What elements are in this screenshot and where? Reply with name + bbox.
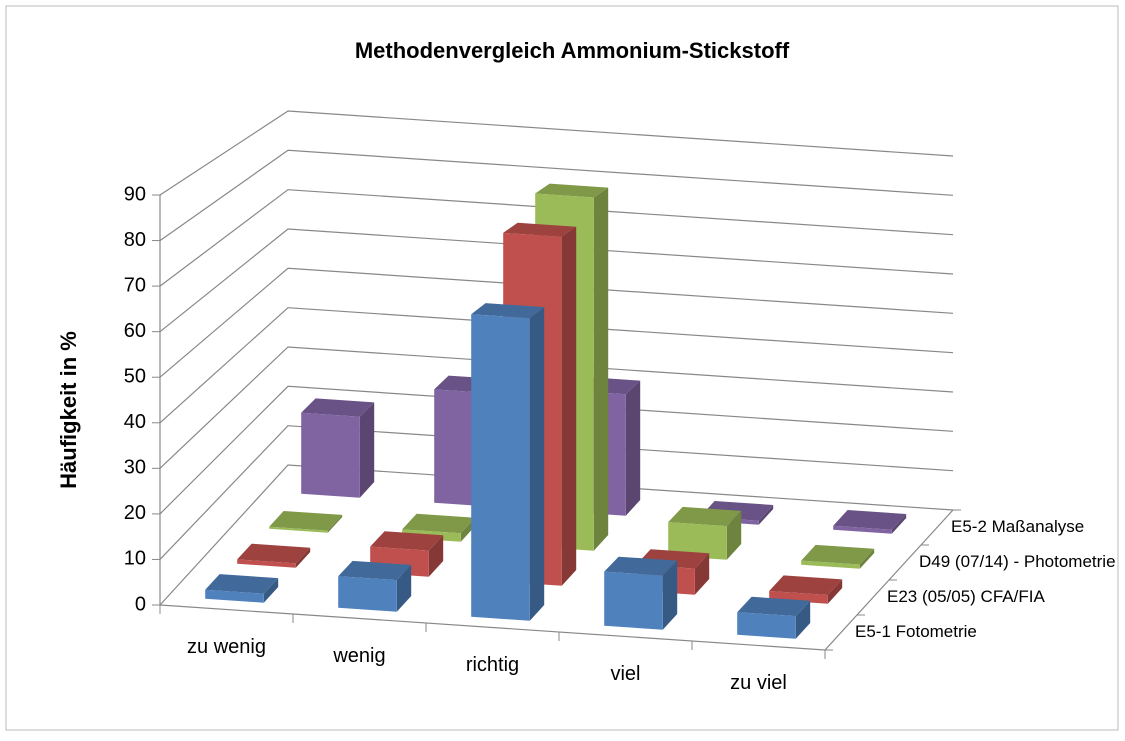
bar-top (503, 222, 577, 237)
bar (269, 511, 343, 533)
grid-line (159, 425, 954, 560)
bar-front (604, 571, 663, 630)
bar (668, 506, 742, 560)
series-label: D49 (07/14) - Photometrie (919, 552, 1116, 571)
bar-top (301, 398, 375, 417)
bar-top (737, 596, 811, 617)
bar-top (769, 575, 843, 595)
bar-front (668, 522, 727, 560)
y-tick-label: 0 (135, 593, 146, 615)
bar-side (827, 579, 843, 604)
bar-side (396, 564, 412, 612)
grid-line (159, 346, 954, 469)
bar (801, 544, 875, 569)
y-tick-label: 10 (124, 548, 146, 570)
y-tick-label: 90 (124, 183, 146, 205)
grid-line (159, 267, 954, 378)
bar-front (801, 560, 860, 569)
chart-title: Methodenvergleich Ammonium-Stickstoff (355, 38, 790, 63)
y-tick-label: 40 (124, 411, 146, 433)
bar (237, 543, 311, 568)
grid-line (159, 228, 954, 333)
grid-line (159, 110, 954, 196)
bar-side (359, 402, 375, 498)
bar-front (205, 589, 264, 603)
bar (737, 596, 811, 639)
bar-front (237, 559, 296, 568)
grid-line (159, 464, 954, 606)
grid-line (159, 385, 954, 515)
bar (370, 531, 444, 577)
x-tick-label: viel (610, 663, 640, 685)
bar (205, 574, 279, 603)
y-tick-label: 60 (124, 320, 146, 342)
bar-side (593, 187, 609, 551)
bar-top (535, 183, 609, 198)
bar (471, 303, 545, 621)
bar-side (859, 548, 875, 569)
bar-side (529, 307, 545, 621)
y-tick-label: 50 (124, 366, 146, 388)
bar (604, 556, 678, 630)
bar-top (402, 513, 476, 534)
bar-top (338, 560, 412, 581)
bar-side (295, 547, 311, 568)
bar (338, 560, 412, 612)
bar (301, 398, 375, 498)
x-tick-label: zu wenig (187, 636, 266, 658)
grid-line (159, 189, 954, 287)
bar-front (471, 314, 530, 621)
series-label: E5-2 Maßanalyse (951, 517, 1084, 536)
series-label: E5-1 Fotometrie (855, 622, 977, 641)
bar-side (662, 560, 678, 630)
y-axis-label: Häufigkeit in % (56, 331, 81, 489)
bar-top (833, 510, 907, 530)
bar-front (338, 576, 397, 612)
series-label: E23 (05/05) CFA/FIA (887, 587, 1045, 606)
bar-side (726, 510, 742, 560)
bar-top (269, 511, 343, 531)
grid-line (159, 307, 954, 424)
x-tick-label: zu viel (730, 672, 787, 694)
bar-top (471, 303, 545, 319)
bar-side (625, 380, 641, 516)
grid-line (159, 149, 954, 242)
bar-top (604, 556, 678, 576)
x-tick-label: wenig (332, 645, 385, 667)
bar-front (301, 412, 360, 498)
y-tick-label: 80 (124, 229, 146, 251)
bar-side (428, 535, 444, 577)
bar-front (833, 525, 892, 534)
y-tick-label: 20 (124, 502, 146, 524)
bar (833, 510, 907, 534)
bar-front (737, 612, 796, 639)
bar-top (205, 574, 279, 594)
y-tick-label: 30 (124, 457, 146, 479)
bar-side (327, 514, 343, 533)
bar-side (795, 600, 811, 639)
bar-side (891, 514, 907, 534)
bar-side (263, 578, 279, 603)
bar-top (370, 531, 444, 551)
bar-side (561, 226, 577, 586)
bar-side (758, 505, 774, 525)
x-tick-label: richtig (466, 654, 519, 676)
bar-side (694, 553, 710, 595)
bar-top (801, 544, 875, 565)
bar-top (237, 543, 311, 564)
y-tick-label: 70 (124, 274, 146, 296)
bar-front (269, 526, 328, 533)
bar-top (668, 506, 742, 527)
